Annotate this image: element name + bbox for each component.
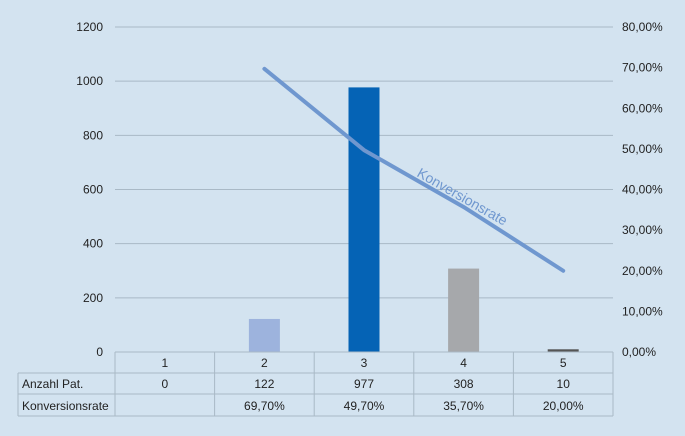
left-tick-label: 1000 bbox=[76, 74, 103, 88]
bar-series bbox=[248, 87, 579, 352]
left-tick-label: 1200 bbox=[76, 20, 103, 34]
bar bbox=[248, 318, 280, 352]
left-tick-label: 0 bbox=[96, 345, 103, 359]
bar bbox=[547, 349, 579, 352]
data-table: 1 2 3 4 5 Anzahl Pat. 0 122 977 308 10 Konversionsr… bbox=[17, 351, 614, 417]
left-axis-ticks: 0 200 400 600 800 1000 1200 bbox=[76, 20, 103, 359]
right-tick-label: 70,00% bbox=[622, 61, 663, 75]
right-tick-label: 30,00% bbox=[622, 223, 663, 237]
data-table-value: 10 bbox=[557, 377, 571, 391]
right-tick-label: 60,00% bbox=[622, 101, 663, 115]
data-table-value: 20,00% bbox=[543, 399, 584, 413]
line-series-path bbox=[262, 66, 566, 273]
left-tick-label: 800 bbox=[83, 128, 103, 142]
bar bbox=[348, 87, 380, 352]
left-tick-label: 200 bbox=[83, 291, 103, 305]
data-table-value: 308 bbox=[454, 377, 474, 391]
right-tick-label: 40,00% bbox=[622, 183, 663, 197]
right-tick-label: 80,00% bbox=[622, 20, 663, 34]
right-tick-label: 0,00% bbox=[622, 345, 656, 359]
right-tick-label: 20,00% bbox=[622, 264, 663, 278]
series-name-label: Anzahl Pat. bbox=[22, 377, 83, 391]
category-label: 2 bbox=[261, 356, 268, 370]
line-series: Konversionsrate bbox=[262, 66, 566, 273]
category-label: 4 bbox=[460, 356, 467, 370]
series-name-label: Konversionsrate bbox=[22, 399, 109, 413]
category-label: 3 bbox=[361, 356, 368, 370]
data-table-value: 122 bbox=[254, 377, 274, 391]
right-tick-label: 50,00% bbox=[622, 142, 663, 156]
left-tick-label: 400 bbox=[83, 237, 103, 251]
data-table-value: 35,70% bbox=[443, 399, 484, 413]
left-tick-label: 600 bbox=[83, 183, 103, 197]
line-annotation: Konversionsrate bbox=[415, 164, 511, 228]
right-axis-ticks: 0,00% 10,00% 20,00% 30,00% 40,00% 50,00% 60,00… bbox=[622, 20, 663, 359]
category-label: 1 bbox=[161, 356, 168, 370]
bar bbox=[448, 268, 480, 352]
data-table-value: 49,70% bbox=[344, 399, 385, 413]
category-label: 5 bbox=[560, 356, 567, 370]
data-table-value: 0 bbox=[161, 377, 168, 391]
data-table-value: 69,70% bbox=[244, 399, 285, 413]
data-table-value: 977 bbox=[354, 377, 374, 391]
right-tick-label: 10,00% bbox=[622, 304, 663, 318]
